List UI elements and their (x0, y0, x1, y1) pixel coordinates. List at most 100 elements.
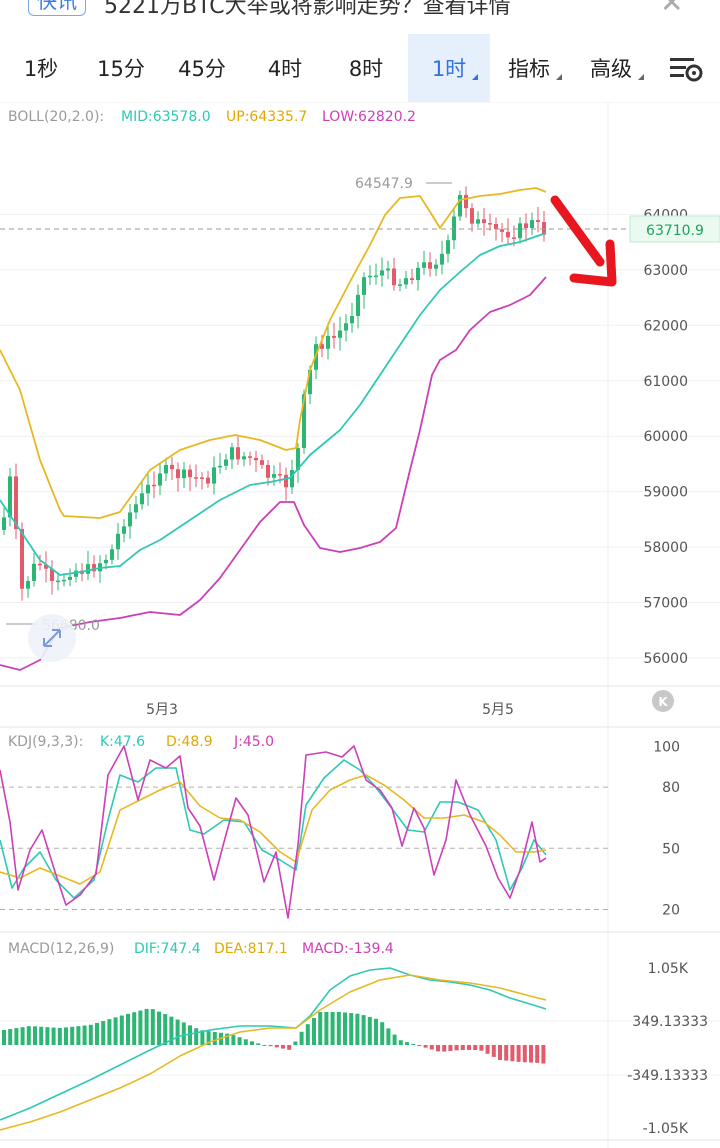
macd-bar-negative (442, 1045, 447, 1052)
candle-up (134, 504, 138, 513)
close-icon[interactable]: ✕ (660, 0, 684, 19)
current-price-tag (629, 215, 720, 243)
macd-bar-negative (522, 1045, 527, 1063)
candle-up (308, 369, 312, 395)
candle-down (188, 469, 192, 478)
news-tag: 快讯 (28, 0, 86, 16)
candle-down (200, 477, 204, 479)
high-marker-label: 64547.9 (355, 176, 413, 192)
grid (0, 102, 720, 1148)
price-tick: 56000 (643, 651, 688, 667)
macd-bar-positive (188, 1025, 192, 1045)
kline-chart[interactable]: BOLL(20,2.0): MID:63578.0 UP:64335.7 LOW… (0, 102, 720, 1148)
candle-down (50, 568, 54, 581)
candle-up (362, 277, 366, 295)
macd-bar-positive (405, 1042, 409, 1045)
kdj-axis: 100 80 50 20 (653, 739, 680, 918)
macd-bar-positive (250, 1041, 254, 1045)
macd-bar-positive (20, 1027, 25, 1045)
tab-1h-label: 1时 (431, 57, 467, 81)
candle-down (482, 219, 486, 224)
candle-up (434, 264, 438, 269)
candle-down (170, 464, 174, 470)
candle-down (20, 529, 24, 589)
current-price-value: 63710.9 (646, 223, 704, 239)
candle-down (260, 460, 264, 465)
kdj-label: KDJ(9,3,3): (8, 734, 83, 750)
boll-up: UP:64335.7 (226, 109, 307, 125)
indicator-menu[interactable]: 指标 (508, 34, 562, 102)
candle-down (488, 223, 492, 225)
macd-tick: -349.13333 (627, 1068, 708, 1084)
macd-bar-positive (33, 1026, 37, 1045)
candle-up (8, 476, 12, 518)
macd-bar-positive (299, 1031, 304, 1045)
macd-bar-positive (57, 1027, 62, 1045)
candle-up (356, 294, 360, 317)
candle-down (194, 477, 198, 479)
macd-bar-negative (479, 1045, 484, 1051)
candle-up (2, 517, 6, 530)
candle-down (284, 474, 288, 488)
candle-up (140, 493, 144, 505)
macd-bar-negative (268, 1045, 273, 1047)
collapse-button[interactable] (652, 690, 674, 712)
tab-1s[interactable]: 1秒 (23, 57, 59, 81)
tab-45m[interactable]: 45分 (178, 57, 226, 81)
trend-arrow-annotation (550, 195, 617, 287)
kdj-k-line (0, 759, 547, 899)
boll-low: LOW:62820.2 (322, 109, 416, 125)
macd-bar-positive (212, 1031, 217, 1045)
candle-down (512, 237, 516, 239)
macd-bar-negative (541, 1045, 546, 1064)
macd-bar-positive (386, 1028, 391, 1045)
kdj-tick: 50 (662, 841, 680, 857)
candle-down (320, 344, 324, 349)
news-ticker[interactable]: 快讯 5221万BTC大举或将影响走势？查看详情 ✕ (0, 0, 720, 22)
candle-down (152, 484, 156, 487)
candle-up (242, 456, 246, 460)
macd-bar-negative (473, 1045, 478, 1050)
candle-down (428, 262, 432, 269)
candle-down (14, 476, 18, 530)
news-headline[interactable]: 5221万BTC大举或将影响走势？查看详情 (104, 0, 511, 19)
candle-down (236, 447, 240, 460)
macd-dea: DEA:817.1 (214, 941, 288, 957)
macd-tick: 349.13333 (632, 1014, 708, 1030)
macd-bar-positive (157, 1011, 161, 1045)
macd-tick: 1.05K (648, 961, 689, 977)
candle-up (350, 316, 354, 324)
boll-label: BOLL(20,2.0): (8, 109, 104, 125)
candle-down (248, 456, 252, 458)
candle-down (44, 564, 48, 569)
macd-bar-positive (45, 1027, 50, 1045)
kdj-k: K:47.6 (100, 734, 145, 750)
candle-up (68, 576, 72, 580)
candle-up (74, 570, 78, 577)
candle-up (86, 564, 90, 574)
chart-settings-icon[interactable] (668, 54, 704, 84)
macd-bar-positive (312, 1018, 316, 1045)
macd-bar-positive (330, 1012, 335, 1045)
macd-bar-negative (287, 1045, 292, 1050)
candle-down (92, 564, 96, 572)
candle-up (326, 335, 330, 349)
indicator-menu-label: 指标 (508, 57, 550, 81)
macd-bar-positive (256, 1043, 261, 1045)
kdj-j: J:45.0 (233, 734, 274, 750)
candle-up (62, 579, 66, 582)
macd-bar-negative (529, 1045, 533, 1063)
price-tick: 60000 (643, 429, 688, 445)
advanced-menu[interactable]: 高级 (590, 34, 644, 102)
tab-15m[interactable]: 15分 (97, 57, 145, 81)
tab-1h[interactable]: 1时 (408, 34, 490, 102)
tab-4h[interactable]: 4时 (267, 57, 303, 81)
macd-bar-positive (95, 1022, 99, 1045)
macd-bar-positive (324, 1012, 329, 1045)
candle-up (386, 268, 390, 271)
tab-8h[interactable]: 8时 (348, 57, 384, 81)
candle-up (32, 563, 36, 581)
candle-down (254, 457, 258, 461)
candle-up (158, 473, 162, 486)
macd-bar-positive (82, 1025, 87, 1045)
